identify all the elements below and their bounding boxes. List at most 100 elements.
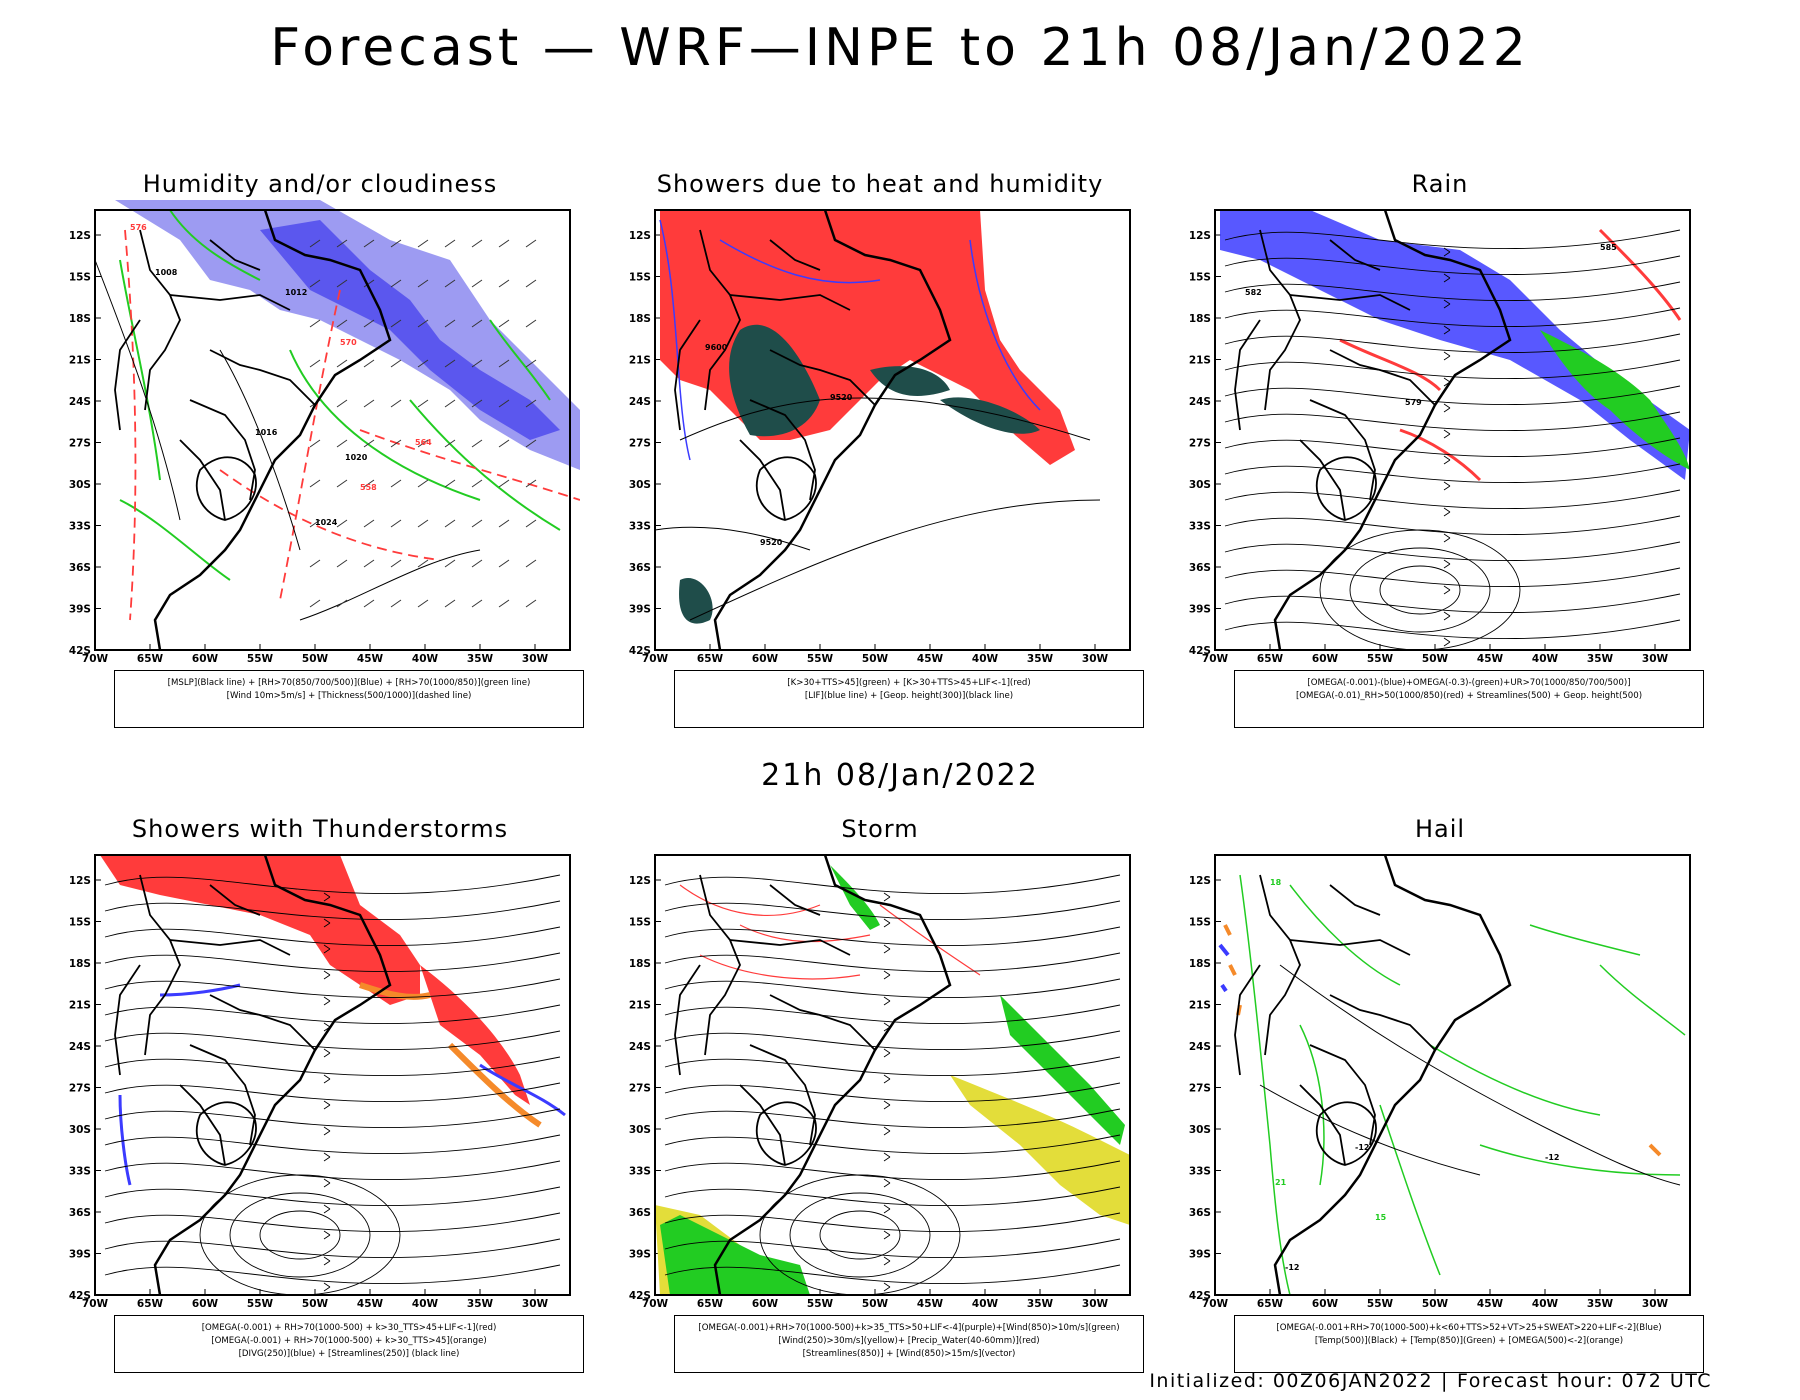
country-border <box>209 994 316 1051</box>
panel-legend: [MSLP](Black line) + [RH>70(850/700/500)… <box>114 670 584 728</box>
streamline <box>1224 385 1681 405</box>
streamline <box>664 926 1121 946</box>
lon-tick-label: 30W <box>522 653 549 665</box>
legend-line: [OMEGA(-0.001) + RH>70(1000-500) + k>30_… <box>201 1323 497 1333</box>
streamline-vortex <box>819 1210 901 1260</box>
streamline-arrow <box>1443 273 1451 283</box>
legend-line: [Temp(500)](Black) + [Temp(850)](Green) … <box>1314 1336 1624 1346</box>
wind-vector <box>390 519 402 528</box>
country-border <box>729 939 851 956</box>
lat-tick-label: 24S <box>629 1041 651 1053</box>
wind-vector <box>417 519 429 528</box>
streamline-arrow <box>323 1204 331 1214</box>
streamline <box>104 900 561 920</box>
country-border <box>699 874 741 1056</box>
country-border <box>139 229 181 411</box>
streamline <box>664 1082 1121 1102</box>
contour-label-9520: 9520 <box>760 538 783 547</box>
lon-tick-label: 55W <box>247 1298 274 1310</box>
country-border <box>209 349 316 406</box>
contour-label-9600: 9600 <box>705 343 728 352</box>
coastline <box>1273 854 1512 1296</box>
streamline-arrow <box>323 1282 331 1292</box>
omega-orange-marks <box>1223 924 1662 1157</box>
country-border <box>1289 939 1411 956</box>
wind-vector <box>390 359 402 368</box>
streamline-arrow <box>323 1074 331 1084</box>
uruguay-border <box>755 1101 817 1166</box>
lat-tick-label: 42S <box>1189 645 1211 657</box>
country-border <box>189 1044 256 1146</box>
contour-label-1012: 1012 <box>285 288 307 297</box>
country-border <box>739 439 786 521</box>
wind-vector <box>336 559 348 568</box>
wind-vector <box>525 319 537 328</box>
wind-vector <box>498 599 510 608</box>
country-border <box>1329 994 1436 1051</box>
wind-vector <box>336 279 348 288</box>
wind-vector <box>525 559 537 568</box>
lon-tick-label: 55W <box>807 1298 834 1310</box>
contour-label-21: 21 <box>1275 1178 1287 1187</box>
lon-tick-label: 45W <box>917 1298 944 1310</box>
green-showers-area <box>679 324 1040 624</box>
streamline <box>1224 281 1681 301</box>
map-frame <box>1214 854 1691 1296</box>
country-border <box>1309 1044 1376 1146</box>
streamline-arrow <box>883 1282 891 1292</box>
wind-vector <box>417 279 429 288</box>
precip-water-contours <box>679 884 981 980</box>
panel-title: Humidity and/or cloudiness <box>142 170 498 198</box>
wind-vector <box>498 559 510 568</box>
wind-vector <box>309 279 321 288</box>
country-border <box>749 1044 816 1146</box>
panel-legend: [K>30+TTS>45](green) + [K>30+TTS>45+LIF<… <box>674 670 1144 728</box>
map-frame <box>1214 209 1691 651</box>
lon-tick-label: 60W <box>1312 653 1339 665</box>
streamline <box>104 1108 561 1128</box>
country-border <box>114 319 141 431</box>
country-border <box>769 349 876 406</box>
streamline <box>1224 307 1681 327</box>
wind-vector <box>498 479 510 488</box>
contour-label-minus-12: -12 <box>1285 1263 1299 1272</box>
country-border <box>114 964 141 1076</box>
lat-tick-label: 12S <box>1189 230 1211 242</box>
legend-line: [Streamlines(850)] + [Wind(850)>15m/s](v… <box>802 1349 1016 1359</box>
wind-vector <box>498 239 510 248</box>
lon-tick-label: 40W <box>412 653 439 665</box>
lon-tick-label: 45W <box>1477 653 1504 665</box>
wind-vector <box>525 519 537 528</box>
lon-tick-label: 45W <box>357 653 384 665</box>
streamline <box>1224 333 1681 353</box>
streamline-arrow <box>323 1256 331 1266</box>
streamline <box>104 926 561 946</box>
green-wind-area-south <box>660 1215 810 1295</box>
lon-tick-label: 70W <box>82 653 109 665</box>
lat-tick-label: 15S <box>629 272 651 284</box>
country-border <box>729 294 851 311</box>
contour-label-1008: 1008 <box>155 268 178 277</box>
lon-tick-label: 35W <box>1027 1298 1054 1310</box>
map-frame <box>94 209 571 651</box>
wind-vector <box>336 359 348 368</box>
lon-tick-label: 50W <box>1422 653 1449 665</box>
orange-storm-marks <box>359 982 542 1128</box>
streamline-arrow <box>883 892 891 902</box>
wind-vector <box>525 479 537 488</box>
lon-tick-label: 35W <box>1587 1298 1614 1310</box>
lon-tick-label: 55W <box>247 653 274 665</box>
lon-tick-label: 70W <box>1202 1298 1229 1310</box>
uruguay-border <box>755 456 817 521</box>
wind-vector <box>309 479 321 488</box>
streamline <box>104 1264 561 1284</box>
lat-tick-label: 21S <box>69 355 91 367</box>
country-border <box>1329 349 1436 406</box>
red-storm-band <box>420 965 530 1105</box>
streamline-arrow <box>1443 403 1451 413</box>
page-title: Forecast — WRF—INPE to 21h 08/Jan/2022 <box>270 18 1530 78</box>
lon-tick-label: 40W <box>972 1298 999 1310</box>
panel-thunderstorms: Showers with Thunderstorms 12S 15S 18S 21S 2… <box>60 815 584 1375</box>
